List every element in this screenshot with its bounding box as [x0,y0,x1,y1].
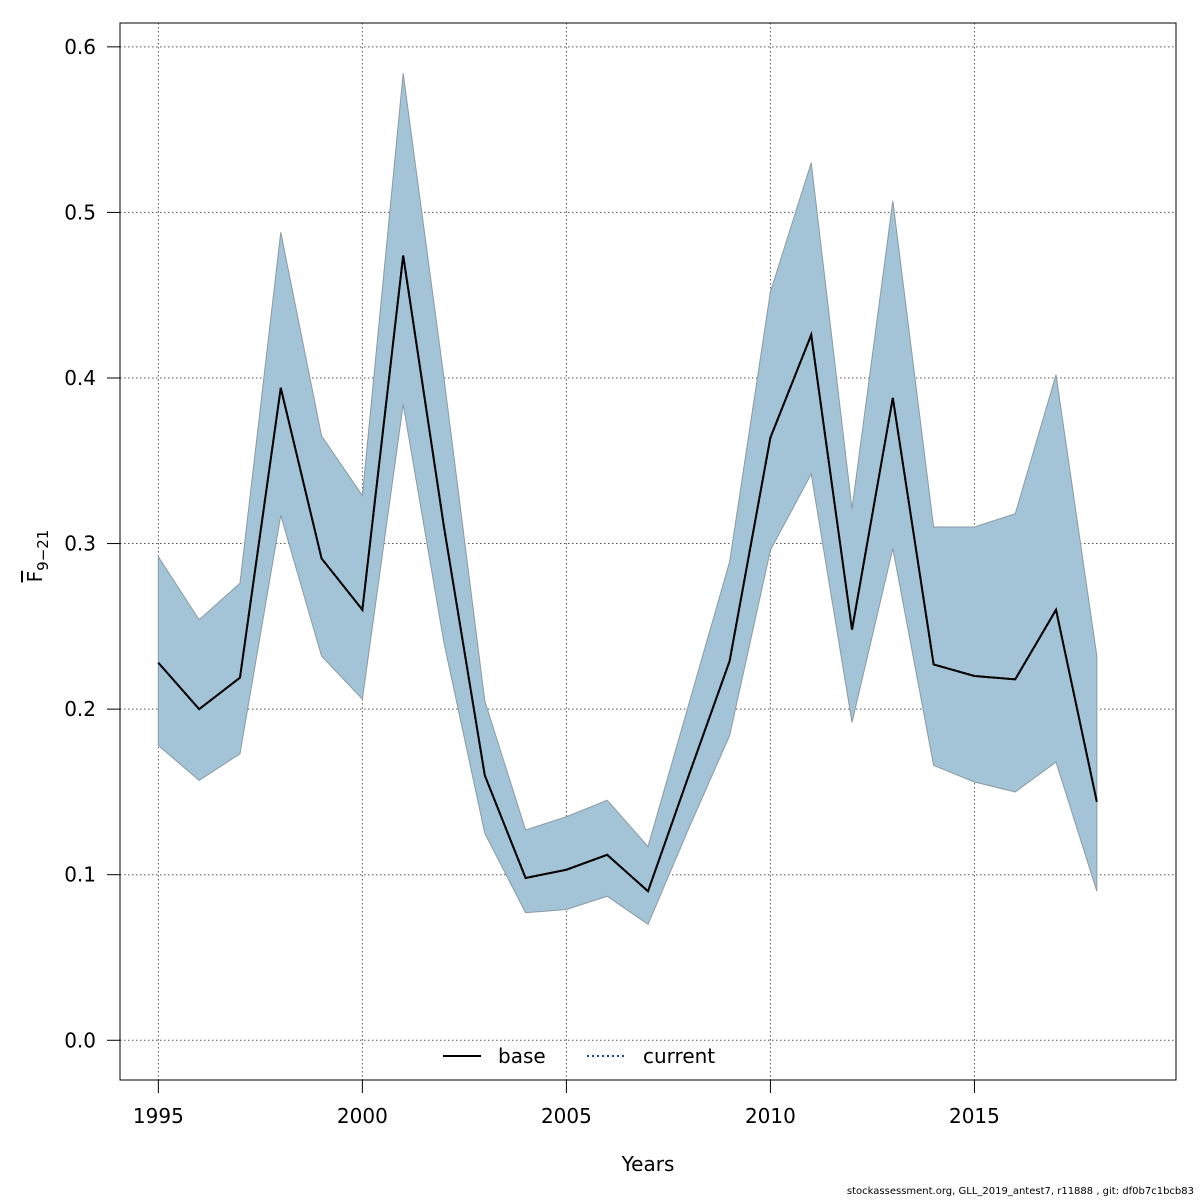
svg-text:F9−21: F9−21 [23,530,52,583]
y-tick-label: 0.2 [64,697,96,721]
legend-label-current: current [643,1044,715,1068]
x-axis-label: Years [621,1152,675,1176]
legend-label-base: base [498,1044,546,1068]
y-tick-label: 0.4 [64,366,96,390]
confidence-band-area [157,73,1098,926]
x-axis: 1995 2000 2005 2010 2015 [133,1079,1000,1128]
y-axis: 0.0 0.1 0.2 0.3 0.4 0.5 0.6 [64,35,121,1052]
y-tick-label: 0.6 [64,35,96,59]
y-axis-label: F9−21 [23,530,52,583]
x-tick-label: 2015 [949,1104,1000,1128]
y-tick-label: 0.0 [64,1028,96,1052]
x-tick-label: 2000 [337,1104,388,1128]
x-tick-label: 2010 [745,1104,796,1128]
y-axis-label-main: F [23,571,47,583]
series-line-current [157,255,1098,893]
y-tick-label: 0.3 [64,532,96,556]
x-tick-label: 1995 [133,1104,184,1128]
series-lines [157,255,1098,893]
y-axis-label-subscript: 9−21 [34,530,52,571]
confidence-band [157,73,1098,926]
x-tick-label: 2005 [541,1104,592,1128]
y-tick-label: 0.5 [64,200,96,224]
footer-credit: stockassessment.org, GLL_2019_antest7, r… [846,1186,1194,1197]
y-tick-label: 0.1 [64,863,96,887]
legend: base current [443,1044,715,1068]
